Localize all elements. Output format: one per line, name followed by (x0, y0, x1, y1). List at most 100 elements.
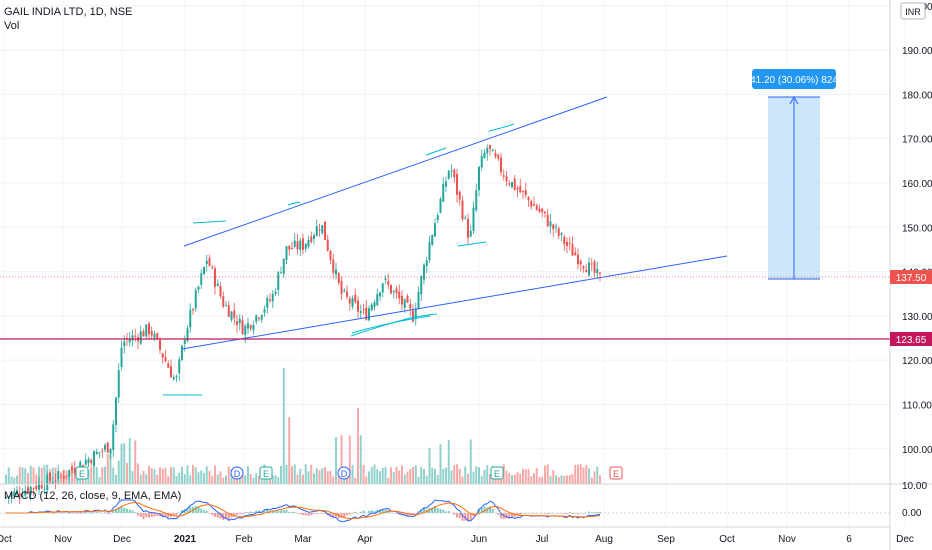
volume-bar (362, 465, 365, 484)
trendlines[interactable] (0, 96, 890, 350)
candle-body (93, 451, 95, 466)
macd-hist-bar (307, 513, 310, 516)
macd-hist-bar (302, 513, 304, 516)
macd-hist-bar (453, 513, 456, 515)
volume-bar (73, 471, 76, 484)
dividend-marker[interactable] (337, 466, 351, 480)
macd-hist-bar (478, 508, 480, 513)
volume-bar (288, 417, 291, 484)
candle-body (247, 323, 249, 329)
last-price-label: 137.50 (896, 273, 927, 284)
earnings-marker-label: E (263, 469, 269, 479)
volume-bar (128, 437, 131, 484)
macd-hist-bar (585, 512, 588, 514)
candles (5, 144, 601, 504)
candle-body (54, 480, 57, 482)
macd-hist-bar (291, 511, 293, 513)
volume-bar (252, 477, 255, 484)
earnings-marker[interactable] (609, 466, 623, 480)
volume-bar (296, 474, 299, 484)
candle-body (13, 491, 16, 497)
candle-body (282, 258, 285, 274)
macd-hist-bar (530, 513, 533, 514)
volume-bar (373, 464, 376, 484)
candle-body (596, 269, 599, 274)
candle-body (453, 169, 456, 178)
macd-hist-bar (343, 513, 346, 518)
macd-hist-bar (62, 512, 65, 514)
candle-body (302, 238, 304, 250)
candle-body (139, 331, 142, 344)
macd-hist-bar (552, 512, 555, 514)
macd-hist-bar (93, 512, 95, 513)
volume-bar (211, 476, 214, 484)
macd-hist-bar (227, 513, 230, 520)
macd-hist-bar (340, 513, 343, 518)
candle-body (87, 458, 90, 464)
volume-bar (596, 466, 599, 484)
candle-body (62, 476, 65, 479)
candle-body (291, 247, 293, 249)
macd-hist-bar (522, 513, 524, 514)
macd-hist-bar (126, 508, 128, 513)
macd-hist-bar (483, 506, 486, 513)
time-axis[interactable]: Oct Nov Dec 2021 Feb Mar Apr Jun Jul Aug Sep Oct Nov… (0, 534, 914, 545)
lower-channel-line[interactable] (181, 255, 728, 350)
candle-body (590, 263, 593, 265)
earnings-marker[interactable] (75, 466, 89, 480)
candle-body (65, 475, 68, 477)
macd-hist-bar (579, 512, 582, 514)
macd-hist-bar (461, 513, 464, 521)
macd-hist-bar (544, 513, 546, 514)
volume-bar (502, 464, 505, 484)
volume-bar (442, 468, 445, 484)
macd-hist-bar (153, 513, 156, 517)
earnings-marker[interactable] (259, 466, 273, 480)
volume-bar (192, 464, 194, 484)
volume-bar (522, 469, 524, 484)
candle-body (555, 226, 557, 228)
volume-bar (181, 466, 183, 484)
volume-bar (508, 472, 511, 484)
macd-hist-bar (233, 513, 236, 517)
candle-body (192, 309, 194, 311)
macd-hist-bar (252, 512, 255, 513)
candle-body (244, 325, 247, 335)
currency-badge[interactable] (900, 2, 926, 20)
price-range-measure[interactable]: 41.20 (30.06%) 824 (750, 69, 838, 280)
macd-hist-bar (296, 513, 299, 514)
volume-bar (120, 444, 123, 484)
price-axis[interactable]: 200.00190.00180.00170.00160.00150.00140.… (902, 2, 932, 456)
candle-body (483, 152, 486, 158)
macd-hist-bar (60, 513, 62, 514)
measure-label: 41.20 (30.06%) 824 (750, 75, 838, 86)
candle-body (148, 323, 150, 335)
candle-body (516, 188, 519, 190)
candle-body (249, 325, 252, 329)
time-tick-14: Dec (896, 534, 914, 545)
macd-hist-bar (475, 513, 478, 514)
candle-body (538, 208, 541, 212)
upper-channel-line[interactable] (183, 96, 608, 247)
dividend-marker[interactable] (230, 466, 244, 480)
volume-bar (458, 468, 461, 484)
macd-hist-bar (519, 513, 522, 515)
volume-bar (365, 476, 368, 484)
symbol-title[interactable]: GAIL INDIA LTD, 1D, NSE (4, 6, 133, 18)
volume-bar (101, 467, 104, 484)
candle-body (181, 345, 183, 360)
candle-body (522, 191, 524, 193)
candle-body (447, 170, 450, 179)
volume-bar (585, 465, 588, 484)
volume-bar (533, 473, 535, 484)
candle-body (131, 335, 134, 341)
candle-body (368, 308, 370, 321)
candle-body (486, 148, 489, 154)
macd-hist-bar (571, 513, 574, 515)
earnings-marker[interactable] (490, 466, 504, 480)
macd-hist-bar (362, 510, 365, 513)
volume-bar (10, 476, 13, 484)
macd-hist-bar (533, 513, 535, 514)
